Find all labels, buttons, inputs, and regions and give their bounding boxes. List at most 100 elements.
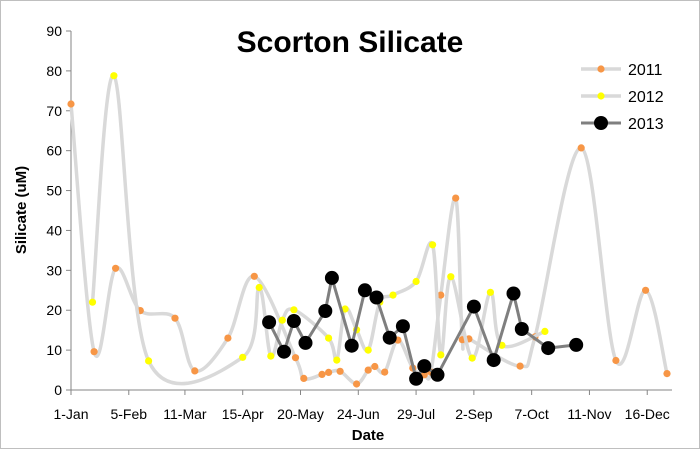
data-point-2013 xyxy=(409,371,424,386)
data-point-2013 xyxy=(430,367,445,382)
data-point-2013 xyxy=(357,283,372,298)
data-point-2013 xyxy=(417,359,432,374)
data-point-2011 xyxy=(452,194,460,202)
legend-item-2012: 2012 xyxy=(581,89,664,106)
data-point-2011 xyxy=(291,354,300,362)
data-point-2013 xyxy=(344,338,359,353)
legend-label: 2013 xyxy=(628,116,664,133)
data-point-2012 xyxy=(541,327,549,335)
x-tick-label: 29-Jul xyxy=(397,406,435,422)
data-point-2011 xyxy=(325,368,333,376)
y-tick-label: 20 xyxy=(46,302,62,318)
axes-layer: 0 10 20 30 40 50 60 70 80 90 1-Jan 5-Feb 11-Mar 15-Ap… xyxy=(46,23,672,422)
y-tick-label: 40 xyxy=(46,222,62,238)
data-point-2013 xyxy=(382,330,397,345)
y-tick-label: 50 xyxy=(46,183,62,199)
y-tick-label: 10 xyxy=(46,342,62,358)
x-tick-label: 7-Oct xyxy=(515,406,549,422)
data-point-2013 xyxy=(506,286,521,301)
data-point-2012 xyxy=(412,277,420,286)
data-point-2012 xyxy=(239,353,247,361)
y-tick-label: 90 xyxy=(46,23,62,39)
data-point-2011 xyxy=(250,272,258,280)
legend-swatch-marker xyxy=(597,92,605,100)
data-point-2012 xyxy=(255,283,263,292)
legend: 2011 2012 2013 xyxy=(581,62,664,133)
data-point-2013 xyxy=(277,344,291,359)
data-point-2011 xyxy=(663,370,671,378)
x-axis-title: Date xyxy=(352,427,385,444)
data-point-2012 xyxy=(88,298,97,306)
x-tick-label: 15-Apr xyxy=(222,406,264,422)
data-point-2011 xyxy=(371,362,379,371)
data-point-2013 xyxy=(324,270,339,285)
data-point-2012 xyxy=(278,316,286,324)
data-point-2011 xyxy=(353,380,361,388)
data-point-2011 xyxy=(300,374,308,382)
x-tick-label: 11-Nov xyxy=(567,406,611,422)
y-tick-label: 60 xyxy=(46,143,62,159)
legend-label: 2012 xyxy=(628,89,664,106)
data-point-2011 xyxy=(171,314,179,322)
legend-item-2011: 2011 xyxy=(581,62,663,79)
data-point-2012 xyxy=(437,351,445,359)
data-point-2012 xyxy=(447,273,455,281)
data-point-2013 xyxy=(514,322,529,336)
data-point-2013 xyxy=(395,319,410,334)
data-point-2012 xyxy=(389,291,397,299)
data-point-2011 xyxy=(336,367,344,375)
data-point-2012 xyxy=(364,346,372,354)
y-axis-title: Silicate (uM) xyxy=(13,166,30,254)
series-2013 xyxy=(262,270,584,386)
x-tick-label: 2-Sep xyxy=(455,406,493,422)
series-layer xyxy=(67,72,671,388)
x-tick-label: 24-Jun xyxy=(337,406,380,422)
x-tick-label: 20-May xyxy=(277,406,324,422)
x-tick-label: 5-Feb xyxy=(110,406,147,422)
x-tick-label: 16-Dec xyxy=(625,406,670,422)
series-2012 xyxy=(88,72,549,386)
data-point-2011 xyxy=(642,286,650,294)
data-point-2013 xyxy=(466,299,481,314)
data-point-2011 xyxy=(67,100,75,108)
data-point-2012 xyxy=(267,352,275,360)
x-tick-label: 11-Mar xyxy=(163,406,207,422)
data-point-2011 xyxy=(364,366,372,374)
data-point-2011 xyxy=(577,144,585,152)
data-point-2013 xyxy=(286,314,301,328)
data-point-2011 xyxy=(381,368,389,376)
data-point-2012 xyxy=(429,241,437,249)
data-point-2013 xyxy=(262,315,277,330)
data-point-2012 xyxy=(290,306,298,314)
data-point-2011 xyxy=(318,370,326,378)
x-tick-label: 1-Jan xyxy=(53,406,88,422)
legend-label: 2011 xyxy=(628,62,663,79)
data-point-2012 xyxy=(325,334,333,342)
y-tick-label: 70 xyxy=(46,103,62,119)
data-point-2011 xyxy=(90,348,98,356)
data-point-2011 xyxy=(437,291,445,299)
legend-swatch-marker xyxy=(597,65,605,73)
data-point-2013 xyxy=(541,341,556,356)
data-point-2013 xyxy=(569,337,584,352)
data-point-2011 xyxy=(612,356,620,365)
data-point-2011 xyxy=(191,367,199,375)
data-point-2012 xyxy=(110,72,118,80)
legend-swatch-marker xyxy=(594,116,608,130)
data-point-2012 xyxy=(145,357,153,365)
data-point-2011 xyxy=(112,264,120,272)
data-point-2013 xyxy=(318,304,333,318)
data-point-2012 xyxy=(486,288,494,296)
data-point-2013 xyxy=(486,353,501,368)
legend-item-2013: 2013 xyxy=(581,116,664,133)
data-point-2012 xyxy=(468,354,476,362)
data-point-2011 xyxy=(516,362,524,370)
data-point-2012 xyxy=(341,305,349,313)
data-point-2011 xyxy=(224,334,232,342)
data-point-2013 xyxy=(298,335,313,350)
y-tick-label: 0 xyxy=(54,382,62,398)
data-point-2012 xyxy=(333,356,341,364)
y-tick-label: 30 xyxy=(46,262,62,278)
